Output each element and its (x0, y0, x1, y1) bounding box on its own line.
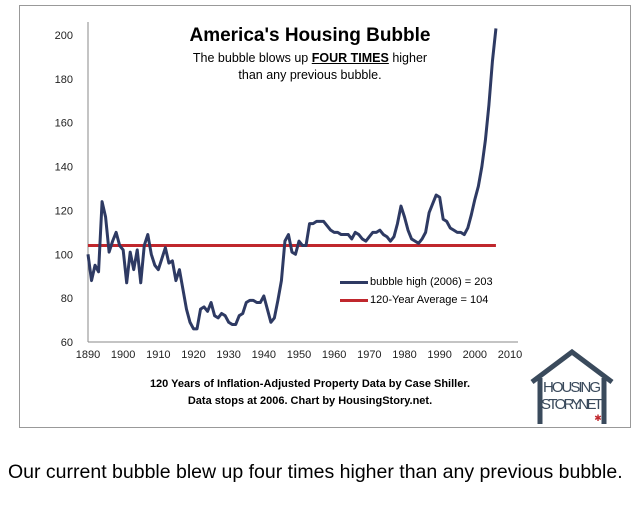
chart-footnote: 120 Years of Inflation-Adjusted Property… (149, 378, 471, 407)
x-tick-label: 1920 (181, 349, 205, 361)
y-tick-label: 100 (55, 249, 73, 261)
x-tick-label: 1890 (76, 349, 100, 361)
y-tick-label: 200 (55, 30, 73, 42)
chart-subtitle: The bubble blows up FOUR TIMES higher th… (192, 51, 428, 82)
x-tick-label: 2010 (498, 349, 522, 361)
y-tick-label: 120 (55, 205, 73, 217)
y-tick-label: 180 (55, 74, 73, 86)
x-tick-label: 2000 (463, 349, 487, 361)
svg-text:STORY.NET: STORY.NET (541, 396, 603, 413)
x-tick-label: 1930 (216, 349, 240, 361)
x-tick-label: 1980 (392, 349, 416, 361)
x-tick-label: 1900 (111, 349, 135, 361)
y-tick-label: 60 (61, 337, 73, 349)
chart-title: America's Housing Bubble (189, 25, 431, 46)
chart-frame (19, 5, 631, 428)
x-tick-label: 1990 (427, 349, 451, 361)
x-tick-label: 1940 (252, 349, 276, 361)
x-tick-label: 1910 (146, 349, 170, 361)
series-bubble-line (86, 28, 498, 331)
svg-text:✱: ✱ (594, 413, 602, 423)
y-tick-label: 140 (55, 162, 73, 174)
x-tick-label: 1960 (322, 349, 346, 361)
subtitle-emphasis: FOUR TIMES (311, 51, 389, 65)
line-chart: 60 80 100 120 140 160 180 200 1890 1900 1910 1920 19… (55, 22, 522, 361)
svg-text:HOUSING: HOUSING (543, 379, 601, 396)
x-tick-label: 1950 (287, 349, 311, 361)
legend-item-bubble: bubble high (2006) = 203 (340, 276, 493, 288)
legend-item-average: 120-Year Average = 104 (340, 294, 488, 306)
y-tick-label: 80 (61, 293, 73, 305)
caption-text: Our current bubble blew up four times hi… (8, 461, 623, 483)
x-tick-label: 1970 (357, 349, 381, 361)
housingstory-logo: HOUSING STORY.NET ✱ (530, 348, 614, 424)
y-tick-label: 160 (55, 118, 73, 130)
